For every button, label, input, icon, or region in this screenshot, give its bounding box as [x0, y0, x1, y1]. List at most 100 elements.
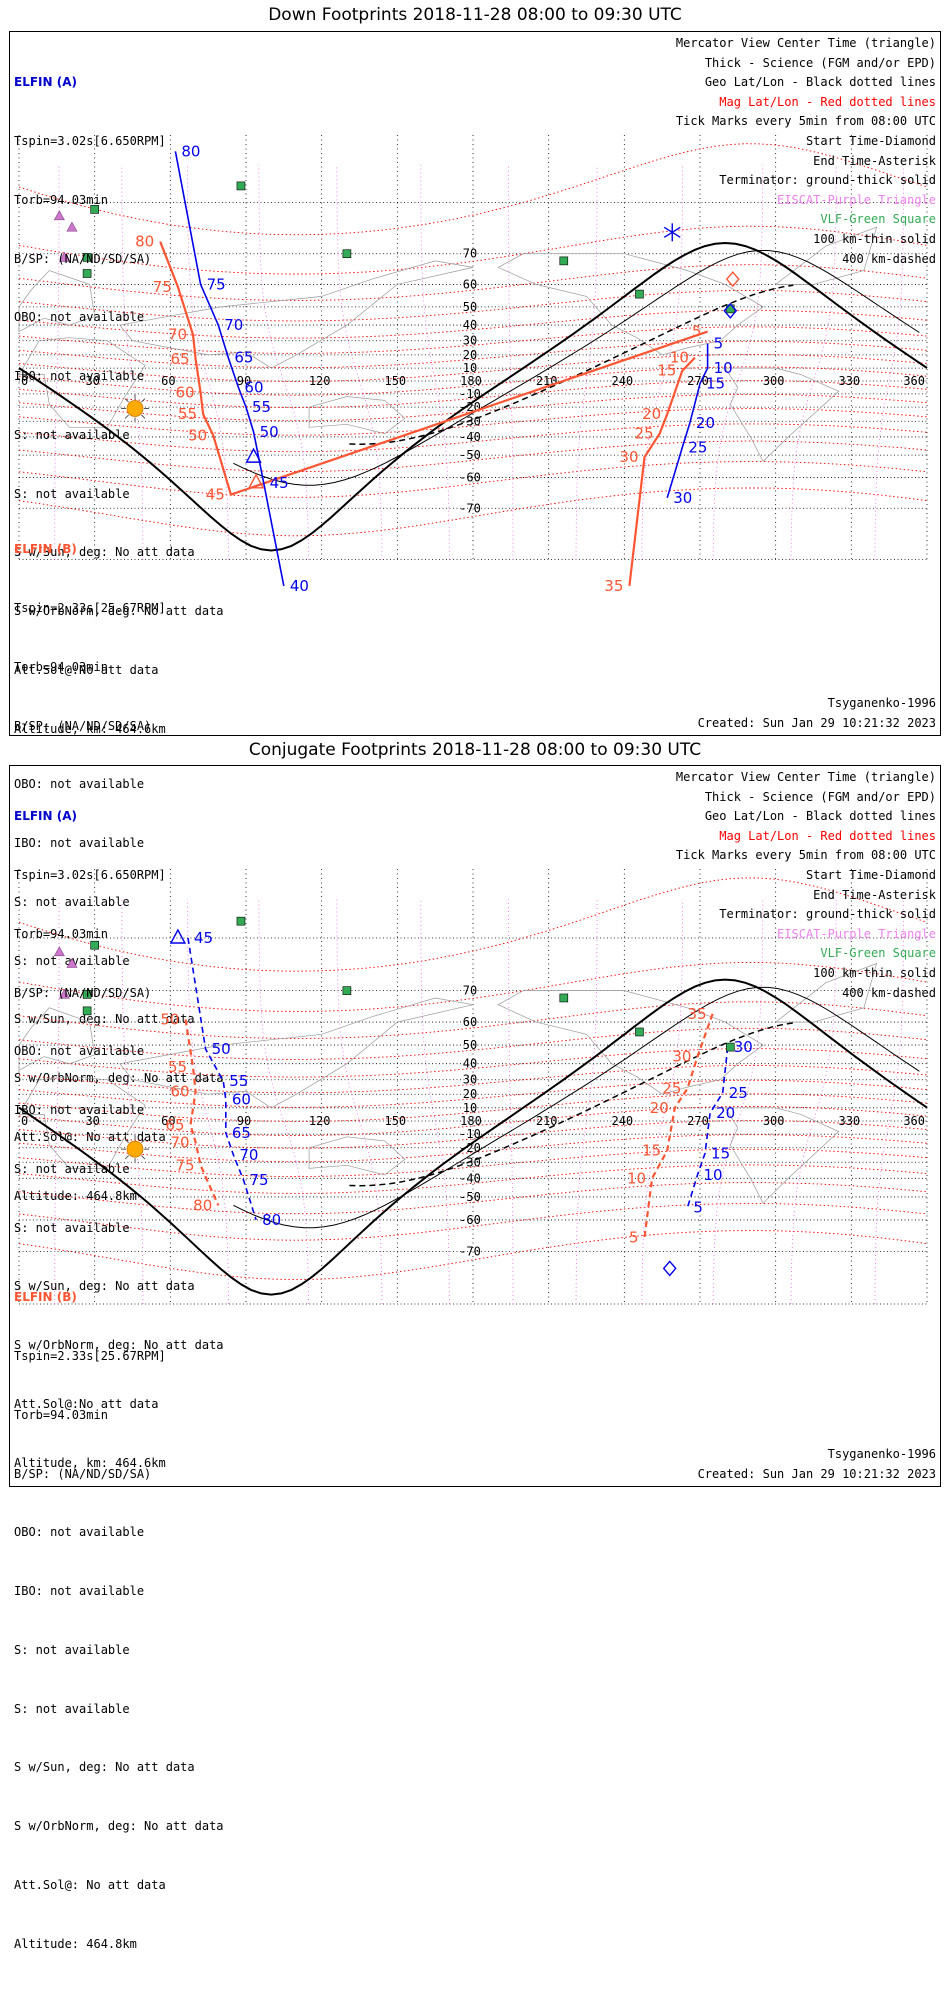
- mag-lat-line: [18, 1203, 928, 1241]
- legend-item: 100 km-thin solid: [813, 231, 936, 246]
- lon-tick-label: 360: [903, 1114, 925, 1128]
- lat-tick-label: -60: [459, 1213, 481, 1227]
- vlf-station-marker: [82, 1006, 92, 1016]
- vlf-station-marker: [236, 916, 246, 926]
- elfin-b-line: Altitude: 464.8km: [14, 1936, 137, 1951]
- coastline: [724, 367, 840, 462]
- elfin-b-line: Torb=94.03min: [14, 1407, 108, 1422]
- elfin-a-tick-label: 10: [714, 359, 733, 377]
- elfin-b-line: Tspin=2.33s[25.67RPM]: [14, 1348, 166, 1363]
- elfin-b-line: S: not available: [14, 1642, 130, 1657]
- elfin-b-tick-label: 30: [619, 448, 638, 466]
- created-label: Created: Sun Jan 29 10:21:32 2023: [697, 716, 936, 730]
- elfin-b-line: Torb=94.03min: [14, 659, 108, 674]
- mag-lat-line: [18, 143, 928, 236]
- elfin-a-tick-label: 25: [729, 1084, 748, 1102]
- elfin-a-tick-label: 65: [234, 349, 253, 367]
- coastline: [497, 990, 764, 1095]
- legend-item: Terminator: ground-thick solid: [719, 907, 936, 922]
- legend-item: Mercator View Center Time (triangle): [675, 36, 936, 50]
- elfin-a-tick-label: 50: [260, 423, 279, 441]
- coastline: [774, 962, 878, 1023]
- elfin-b-tick-label: 20: [642, 405, 661, 423]
- elfin-b-tick-label: 75: [153, 278, 172, 296]
- sun-ray: [124, 1155, 130, 1160]
- elfin-b-tick-label: 35: [688, 1005, 707, 1023]
- lon-tick-label: 150: [384, 374, 406, 388]
- lat-tick-label: 40: [463, 1057, 477, 1071]
- coastline: [308, 1136, 406, 1176]
- elfin-a-line: B/SP: (NA/ND/SD/SA): [14, 251, 152, 266]
- elfin-a-line: IBO: not available: [14, 369, 145, 384]
- terminator-100km: [233, 986, 920, 1229]
- elfin-a-line: S w/OrbNorm, deg: No att data: [14, 604, 224, 619]
- elfin-b-track: [159, 241, 708, 497]
- mag-meridian-line: [336, 899, 383, 1305]
- lat-tick-label: 30: [463, 1073, 477, 1087]
- legend-item: EISCAT-Purple Triangle: [777, 192, 936, 207]
- lat-tick-label: -60: [459, 471, 481, 485]
- elfin-b-line: S: not available: [14, 953, 130, 968]
- elfin-a-line: Torb=94.03min: [14, 192, 108, 207]
- coastline: [497, 253, 764, 356]
- lat-tick-label: 20: [463, 348, 477, 362]
- elfin-a-track: [666, 343, 709, 499]
- elfin-a-line: S w/Sun, deg: No att data: [14, 1279, 195, 1294]
- elfin-b-label: ELFIN (B): [14, 542, 77, 557]
- legend-item: Geo Lat/Lon - Black dotted lines: [704, 75, 936, 90]
- legend: Mercator View Center Time (triangle) Thic…: [676, 768, 936, 1003]
- elfin-b-tick-label: 60: [176, 384, 195, 402]
- lat-tick-label: -10: [459, 1127, 481, 1141]
- elfin-a-tick-label: 30: [734, 1038, 753, 1056]
- down-panel: 0 30 60 90 120 150 180 210 240 270 300 330 360 70 60 50…: [9, 31, 941, 1203]
- elfin-a-line: S w/OrbNorm, deg: No att data: [14, 1338, 224, 1353]
- terminator-400km: [349, 1022, 794, 1187]
- mag-meridian-line: [258, 164, 309, 560]
- legend-item: Tick Marks every 5min from 08:00 UTC: [675, 848, 936, 863]
- elfin-b-tick-label: 65: [170, 350, 189, 368]
- elfin-b-tick-label: 25: [635, 425, 654, 443]
- vlf-station-marker: [82, 990, 92, 999]
- vlf-station-marker: [82, 253, 92, 262]
- mag-meridian-line: [508, 164, 514, 560]
- elfin-b-tick-label: 50: [160, 1010, 179, 1028]
- vlf-station-marker: [635, 1027, 644, 1037]
- elfin-a-tick-label: 65: [232, 1124, 251, 1142]
- lat-tick-label: -20: [459, 1141, 481, 1155]
- elfin-b-line: IBO: not available: [14, 836, 145, 851]
- lon-tick-label: 360: [903, 374, 925, 388]
- elfin-b-line: S w/Sun, deg: No att data: [14, 1760, 195, 1775]
- elfin-a-tick-label: 15: [706, 375, 725, 393]
- lon-tick-label: 90: [237, 1114, 251, 1128]
- vlf-station-marker: [90, 940, 99, 950]
- elfin-b-track: [628, 356, 696, 587]
- elfin-b-line: S w/OrbNorm, deg: No att data: [14, 1071, 224, 1086]
- elfin-b-tick-label: 15: [657, 362, 676, 380]
- elfin-b-tick-label: 55: [168, 1058, 187, 1076]
- legend-item: Thick - Science (FGM and/or EPD): [704, 55, 936, 70]
- elfin-b-tick-label: 45: [206, 486, 225, 504]
- elfin-a-tick-label: 70: [224, 316, 243, 334]
- mag-meridian-line: [336, 164, 383, 560]
- mag-meridian-line: [790, 899, 837, 1305]
- coastline: [119, 997, 474, 1109]
- terminator-100km: [233, 250, 920, 486]
- elfin-a-tick-label: 75: [207, 275, 226, 293]
- elfin-a-track: [187, 937, 257, 1221]
- mag-lat-line: [18, 487, 928, 537]
- elfin-b-tick-label: 30: [672, 1048, 691, 1066]
- elfin-a-line: OBO: not available: [14, 310, 145, 325]
- elfin-a-line: Tspin=3.02s[6.650RPM]: [14, 867, 166, 882]
- lon-tick-label: 300: [763, 1114, 785, 1128]
- model-label: Tsyganenko-1996: [827, 696, 936, 710]
- elfin-b-line: Att.Sol@: No att data: [14, 1130, 166, 1144]
- lat-tick-label: -70: [459, 1244, 481, 1258]
- elfin-a-tick-label: 40: [290, 577, 309, 595]
- vlf-station-marker: [90, 205, 99, 214]
- elfin-b-line: IBO: not available: [14, 1584, 145, 1599]
- sun-ray: [141, 414, 146, 419]
- vlf-station-marker: [342, 986, 352, 995]
- eiscat-triangle: [58, 251, 70, 262]
- lat-tick-label: 50: [463, 1038, 477, 1052]
- lon-tick-label: 300: [763, 374, 785, 388]
